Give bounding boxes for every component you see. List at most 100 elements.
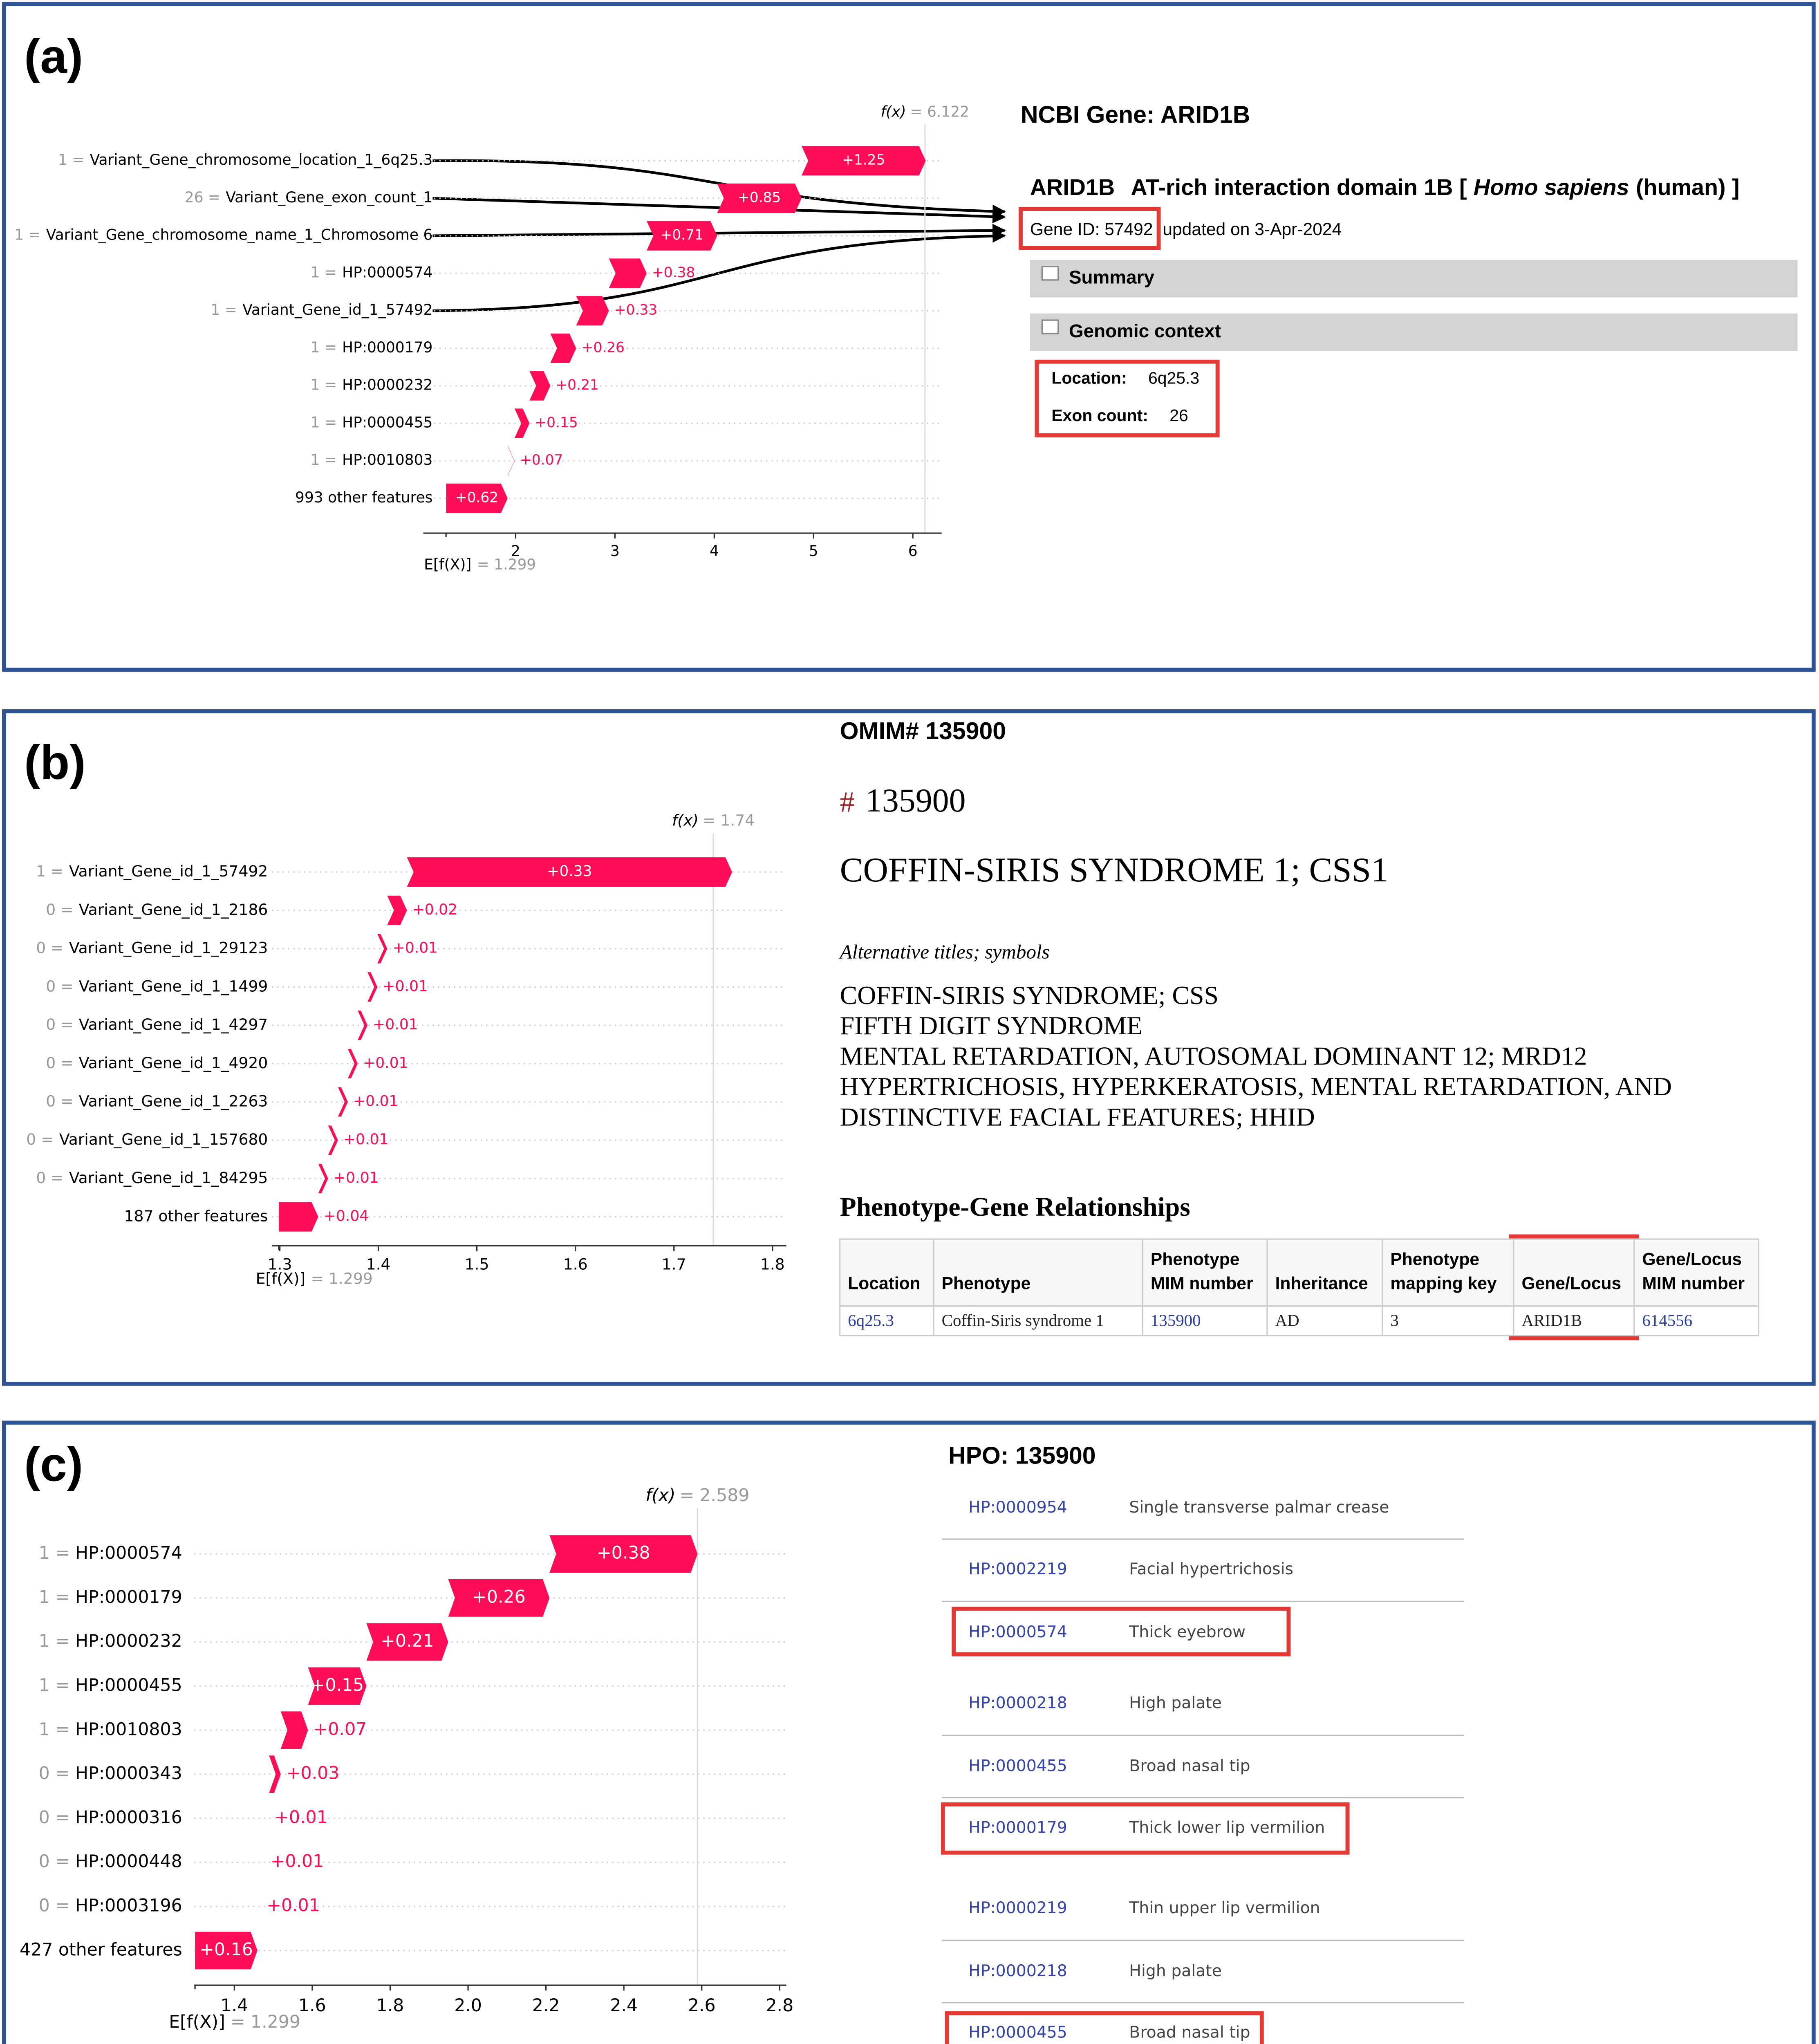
value-label: +0.01: [373, 1016, 418, 1033]
field-value: 26: [1169, 406, 1188, 425]
feature-name: Variant_Gene_id_1_84295: [69, 1168, 268, 1186]
panel-frame: [2, 2, 1816, 672]
table-cell: 6q25.3: [848, 1311, 894, 1330]
feature-name: 427 other features: [20, 1939, 182, 1960]
feature-label: 0 = HP:0000343: [39, 1763, 182, 1784]
hpo-name: Single transverse palmar crease: [1129, 1498, 1389, 1517]
value-label: +0.21: [381, 1631, 434, 1651]
bar: [195, 1932, 258, 1970]
feature-name: HP:0003196: [75, 1895, 182, 1916]
feature-label: 0 = Variant_Gene_id_1_2186: [46, 900, 268, 918]
bar: [446, 483, 508, 513]
feature-value: 1 =: [310, 264, 337, 281]
feature-name: HP:0000179: [342, 339, 432, 356]
context-field: Exon count: 26: [1051, 406, 1188, 425]
hpo-name: Broad nasal tip: [1129, 2024, 1250, 2042]
value-label: +0.02: [412, 901, 457, 918]
value-label: +0.04: [324, 1208, 369, 1225]
value-label: +0.38: [652, 264, 695, 281]
context-field: Location: 6q25.3: [1051, 368, 1199, 387]
output-label: f(x) = 1.74: [672, 811, 755, 829]
x-tick-label: 2: [511, 543, 520, 560]
hpo-id: HP:0002219: [968, 1560, 1067, 1578]
value-label: +0.03: [286, 1763, 339, 1784]
feature-label: 1 = HP:0000179: [39, 1587, 182, 1607]
toggle-icon[interactable]: [1041, 266, 1059, 281]
value-label: +0.16: [199, 1939, 253, 1960]
panel-frame: [2, 1421, 1816, 2044]
feature-value: 0 =: [39, 1763, 70, 1784]
value-label: +0.07: [520, 452, 563, 468]
field-value: 6q25.3: [1148, 368, 1199, 387]
bar: [387, 895, 407, 925]
feature-value: 1 =: [39, 1543, 70, 1563]
feature-value: 1 =: [211, 302, 237, 318]
bar: [507, 446, 515, 476]
x-tick-label: 5: [809, 543, 818, 560]
value-label: +0.38: [597, 1543, 650, 1563]
feature-value: 1 =: [310, 339, 337, 356]
bar: [576, 296, 609, 326]
highlight-box: [952, 1607, 1291, 1656]
base-label: E[f(X)] = 1.299: [169, 2011, 300, 2032]
feature-value: 0 =: [36, 1168, 64, 1186]
alt-title: MENTAL RETARDATION, AUTOSOMAL DOMINANT 1…: [840, 1042, 1587, 1071]
x-tick-label: 1.6: [563, 1255, 588, 1273]
feature-label: 1 = HP:0000232: [310, 377, 432, 394]
x-tick-label: 1.7: [662, 1255, 686, 1273]
feature-name: HP:0000232: [342, 377, 432, 394]
x-tick-label: 4: [710, 543, 719, 560]
panel-label: (b): [24, 735, 86, 789]
feature-label: 1 = HP:0000455: [39, 1675, 182, 1695]
output-label: f(x) = 6.122: [880, 103, 969, 120]
base-value: = 1.299: [477, 556, 536, 573]
value-label: +0.01: [334, 1170, 379, 1186]
value-label: +0.85: [738, 189, 781, 206]
x-tick-label: 1.4: [220, 1995, 248, 2016]
output-name: f(x): [645, 1485, 675, 1506]
value-label: +0.33: [614, 302, 657, 318]
bar: [328, 1125, 338, 1155]
feature-value: 1 =: [39, 1587, 70, 1607]
bar: [801, 146, 926, 176]
x-tick-label: 1.5: [465, 1255, 489, 1273]
bar: [514, 408, 530, 438]
feature-label: 0 = Variant_Gene_id_1_29123: [36, 939, 268, 957]
feature-value: 0 =: [26, 1130, 54, 1148]
bar: [265, 1800, 269, 1837]
alt-title: HYPERTRICHOSIS, HYPERKERATOSIS, MENTAL R…: [840, 1072, 1672, 1101]
table-cell: Coffin-Siris syndrome 1: [942, 1311, 1104, 1330]
feature-name: HP:0000343: [75, 1763, 182, 1784]
omim-number: 135900: [865, 782, 966, 819]
feature-label: 1 = HP:0000455: [310, 414, 432, 431]
value-label: +0.01: [343, 1131, 388, 1148]
gene-description: AT-rich interaction domain 1B [: [1131, 175, 1467, 200]
table-header: Gene/Locus: [1642, 1250, 1742, 1269]
x-tick-label: 1.4: [366, 1255, 391, 1273]
base-value: = 1.299: [231, 2011, 300, 2032]
bar: [717, 183, 802, 213]
x-tick-label: 1.8: [760, 1255, 785, 1273]
feature-label: 187 other features: [124, 1207, 268, 1225]
bar: [347, 1049, 358, 1078]
base-name: E[f(X)]: [424, 556, 471, 573]
hpo-id: HP:0000455: [968, 1757, 1067, 1775]
table-header: Gene/Locus: [1521, 1274, 1621, 1293]
output-name: f(x): [672, 811, 699, 829]
output-value: = 1.74: [703, 811, 755, 829]
bar: [448, 1579, 550, 1617]
feature-label: 0 = Variant_Gene_id_1_4297: [46, 1015, 268, 1033]
feature-value: 0 =: [36, 939, 64, 957]
feature-name: Variant_Gene_id_1_4920: [79, 1053, 268, 1071]
x-tick-label: 1.6: [298, 1995, 326, 2016]
value-label: +0.01: [383, 978, 428, 995]
output-value: = 2.589: [679, 1485, 749, 1506]
value-label: +0.15: [311, 1675, 364, 1695]
highlight-box: [1035, 359, 1220, 437]
bar: [308, 1667, 367, 1705]
bar: [529, 371, 551, 401]
annotation-arrows: [432, 159, 1006, 312]
table-header: MIM number: [1642, 1274, 1745, 1293]
toggle-icon[interactable]: [1041, 319, 1059, 334]
